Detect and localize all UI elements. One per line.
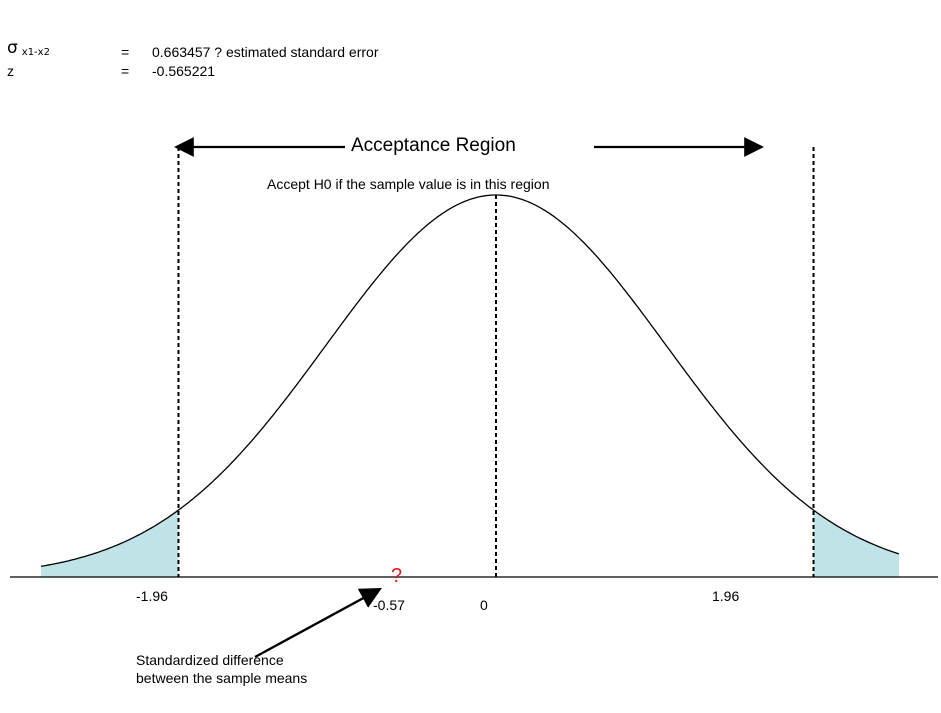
annotation-arrow [254,587,382,659]
sigma-symbol: σ x1-x2 [7,38,50,59]
tick-label-left: -1.96 [136,588,168,604]
z-label: z [7,63,14,79]
sigma-equals: = [121,44,130,60]
rejection-tail-right [813,510,899,577]
sample-marker: ? [391,565,403,587]
annotation-text: Standardized difference between the samp… [136,652,308,686]
sigma-subscript: x1-x2 [21,47,50,58]
z-value: -0.565221 [152,63,216,79]
acceptance-region-note: Accept H0 if the sample value is in this… [267,176,550,192]
acceptance-region-title: Acceptance Region [351,135,516,156]
z-equals: = [121,63,130,79]
tick-label-center: 0 [480,597,488,613]
tick-label-right: 1.96 [712,588,740,604]
normal-curve [40,194,900,567]
sigma-value: 0.663457 ? estimated standard error [152,44,379,60]
sample-value-label: -0.57 [373,597,405,613]
rejection-tail-left [41,510,179,577]
